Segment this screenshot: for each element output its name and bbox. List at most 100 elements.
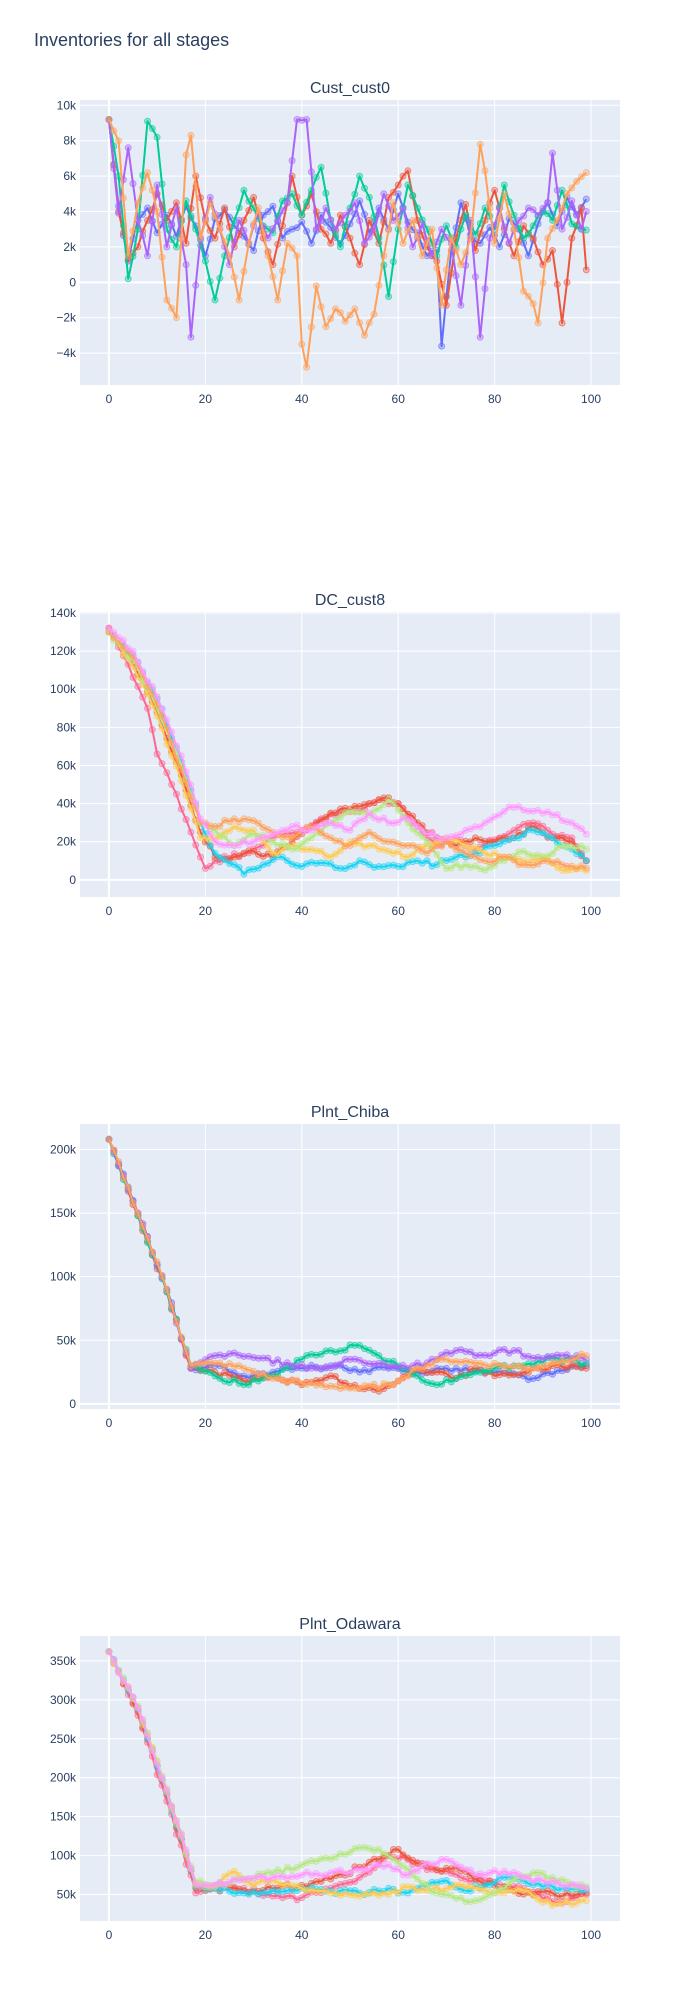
series-point: [404, 842, 412, 849]
series-point: [500, 223, 508, 231]
x-tick-label: 100: [581, 1416, 601, 1430]
series-point: [414, 843, 421, 851]
series-point: [216, 225, 224, 233]
series-point: [534, 211, 542, 219]
series-point: [254, 1873, 262, 1881]
x-tick-label: 0: [106, 392, 113, 406]
series-point: [298, 211, 306, 219]
series-point: [370, 831, 378, 839]
series-point: [558, 186, 566, 194]
series-point: [491, 1349, 499, 1357]
series-point: [558, 319, 566, 327]
series-point: [279, 267, 286, 275]
series-point: [341, 222, 349, 230]
series-point: [221, 856, 229, 864]
series-point: [481, 1881, 489, 1889]
series-point: [134, 1209, 142, 1217]
series-point: [423, 1361, 431, 1369]
series-point: [153, 1258, 161, 1266]
series-point: [172, 314, 180, 322]
series-point: [553, 811, 561, 819]
series-point: [172, 204, 180, 212]
series-point: [119, 194, 127, 202]
series-point: [115, 1158, 123, 1165]
series-point: [447, 1857, 455, 1865]
x-tick-label: 40: [295, 1416, 309, 1430]
series-point: [332, 1373, 339, 1380]
series-point: [418, 252, 426, 260]
series-point: [336, 837, 344, 845]
y-tick-label: 4k: [63, 205, 77, 219]
series-point: [438, 1867, 446, 1875]
series-point: [438, 842, 446, 850]
y-tick-label: 100k: [50, 1849, 77, 1863]
series-point: [447, 864, 455, 872]
series-point: [447, 1378, 455, 1386]
series-point: [520, 847, 528, 855]
series-point: [226, 233, 233, 241]
series-point: [216, 1359, 224, 1367]
series-point: [539, 204, 547, 212]
series-point: [158, 1272, 166, 1280]
series-point: [216, 822, 224, 830]
series-point: [442, 1370, 450, 1378]
series-point: [332, 850, 339, 858]
series-point: [211, 849, 219, 857]
series-point: [293, 831, 301, 839]
y-tick-label: 10k: [57, 98, 77, 112]
series-point: [192, 281, 200, 289]
series-point: [553, 280, 561, 288]
series-point: [110, 1656, 118, 1664]
series-point: [399, 172, 407, 180]
series-point: [524, 292, 532, 300]
series-point: [351, 1878, 359, 1885]
series-point: [577, 1896, 585, 1904]
series-point: [399, 853, 407, 861]
series-point: [307, 239, 315, 247]
series-point: [177, 805, 185, 813]
series-point: [549, 216, 556, 224]
series-point: [573, 1355, 581, 1363]
series-point: [568, 197, 576, 205]
series-point: [235, 296, 243, 304]
series-point: [534, 248, 542, 256]
series-group: [105, 1648, 590, 1909]
series-point: [322, 189, 330, 197]
series-point: [457, 225, 465, 233]
series-point: [177, 752, 185, 760]
series-point: [110, 1147, 118, 1154]
series-point: [573, 865, 581, 873]
series-point: [182, 816, 190, 823]
y-tick-label: 120k: [50, 644, 77, 658]
series-point: [172, 243, 180, 251]
series-point: [346, 311, 354, 319]
series-point: [226, 252, 233, 260]
series-point: [520, 831, 528, 839]
series-point: [529, 1364, 537, 1372]
series-point: [312, 282, 320, 290]
series-point: [418, 827, 426, 835]
series-point: [351, 199, 359, 207]
series-point: [442, 222, 450, 230]
y-tick-label: −2k: [56, 311, 77, 325]
series-point: [139, 184, 147, 192]
series-point: [322, 204, 330, 212]
series-point: [288, 244, 296, 252]
series-point: [105, 624, 113, 632]
series-point: [389, 1357, 397, 1365]
series-point: [336, 864, 344, 872]
series-point: [500, 807, 508, 815]
series-point: [524, 861, 532, 869]
series-point: [307, 323, 315, 331]
series-point: [558, 1900, 566, 1908]
series-point: [558, 834, 566, 842]
series-point: [375, 1352, 383, 1360]
chart-panel: 0 20 40 60 80 100 0 50k 100k 150k 200k Plnt_Chiba: [50, 1104, 620, 1430]
series-point: [351, 249, 359, 257]
series-point: [491, 857, 499, 865]
series-point: [177, 235, 185, 243]
series-point: [549, 834, 556, 842]
series-point: [221, 1881, 229, 1889]
series-point: [399, 1361, 407, 1369]
series-point: [182, 261, 190, 269]
